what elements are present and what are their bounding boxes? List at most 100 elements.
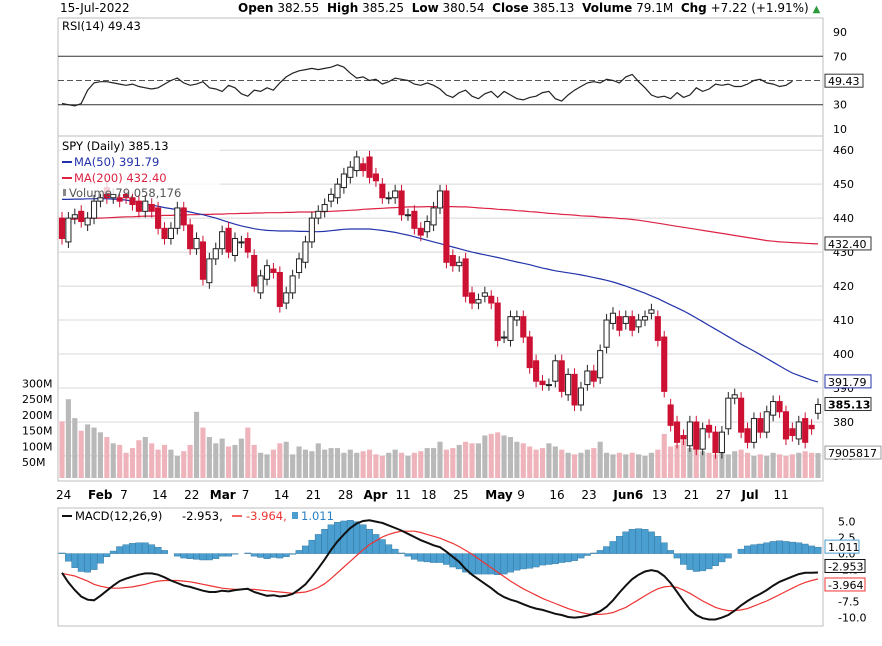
macd-hist-bar xyxy=(65,553,72,562)
candle-body xyxy=(520,316,527,338)
volume-bar xyxy=(443,449,449,478)
macd-hist-bar xyxy=(186,553,194,559)
volume-bar xyxy=(507,437,514,478)
volume-value-tag: 7905817 xyxy=(824,445,882,460)
volume-bar xyxy=(360,451,366,478)
volume-bar xyxy=(142,437,148,478)
signal-tag-text: -3.964 xyxy=(828,579,863,592)
date-tick-label: 11 xyxy=(774,488,789,502)
macd-hist-bar xyxy=(724,553,732,559)
candle-body xyxy=(712,431,719,454)
candle-body xyxy=(302,241,309,263)
macd-hist-bar xyxy=(750,544,758,554)
candle-body xyxy=(481,292,488,297)
volume-bar xyxy=(796,452,802,478)
macd-hist-bar xyxy=(487,553,495,575)
macd-hist-bar xyxy=(109,550,117,554)
volume-bar xyxy=(539,448,546,478)
rsi-tick-label: 30 xyxy=(833,99,847,112)
candle-body xyxy=(308,217,315,243)
macd-hist-bar xyxy=(366,529,373,554)
candle-body xyxy=(366,156,373,178)
volume-bar xyxy=(597,441,603,478)
volume-bar xyxy=(405,455,411,478)
macd-hist-bar xyxy=(667,550,675,554)
price-panel: 460450440430420410400390380370 300M250M2… xyxy=(22,135,882,502)
macd-hist-bar xyxy=(410,553,418,560)
candle-body xyxy=(129,197,136,206)
macd-hist-bar xyxy=(603,546,610,554)
volume-bar xyxy=(418,451,424,478)
macd-hist-bar xyxy=(417,553,425,562)
volume-bar xyxy=(386,452,392,478)
volume-bar xyxy=(450,448,456,478)
volume-bar xyxy=(738,449,744,478)
date-tick-label: 9 xyxy=(517,488,525,502)
candle-body xyxy=(398,190,405,216)
candle-body xyxy=(187,224,194,250)
candle-body xyxy=(488,295,495,304)
legend-symbol: SPY (Daily) 385.13 xyxy=(62,139,169,153)
high-label: High xyxy=(326,1,359,15)
date-tick-label: 11 xyxy=(396,488,411,502)
macd-hist-bar xyxy=(680,553,687,565)
volume-bar xyxy=(437,441,443,478)
candle-body xyxy=(802,418,809,443)
candle-body xyxy=(782,411,790,440)
price-tick-label: 410 xyxy=(833,314,854,327)
rsi-legend: RSI(14) 49.43 xyxy=(62,19,141,33)
macd-hist-bar xyxy=(58,552,66,554)
candle-body xyxy=(193,238,200,250)
volume-bar xyxy=(334,448,341,478)
volume-bar xyxy=(161,444,168,478)
volume-bar xyxy=(578,452,584,478)
candle-body xyxy=(565,373,572,396)
macd-hist-bar xyxy=(398,552,405,554)
candle-body xyxy=(90,200,98,219)
candle-body xyxy=(110,193,117,199)
rsi-tick-label: 70 xyxy=(833,50,847,63)
macd-hist-bar xyxy=(148,544,156,554)
candle-body xyxy=(776,401,783,413)
candle-body xyxy=(475,299,482,304)
volume-bar xyxy=(322,449,328,478)
hist-legend-value: 1.011 xyxy=(301,509,334,523)
candle-body xyxy=(661,336,668,392)
candle-body xyxy=(462,258,469,297)
candle-body xyxy=(411,210,418,229)
macd-hist-bar xyxy=(436,553,444,563)
macd-hist-bar xyxy=(180,553,188,559)
price-tick-label: 420 xyxy=(833,280,854,293)
candle-body xyxy=(321,204,328,212)
macd-hist-bar xyxy=(443,553,450,565)
candle-body xyxy=(558,360,565,392)
volume-bar xyxy=(206,437,212,478)
macd-hist-bar xyxy=(551,553,559,565)
macd-hist-bar xyxy=(321,529,329,554)
candle-body xyxy=(328,193,335,202)
volume-bar xyxy=(674,444,680,478)
macd-hist-bar xyxy=(154,547,162,554)
date-tick-label: 18 xyxy=(421,488,436,502)
volume-bar xyxy=(789,454,795,478)
macd-hist-bar xyxy=(507,553,514,573)
candle-body xyxy=(116,197,123,202)
macd-hist-bar xyxy=(122,544,130,554)
candle-body xyxy=(808,424,815,430)
ma50-value-tag: 391.79 xyxy=(824,374,872,389)
macd-hist-bar xyxy=(609,541,617,554)
volume-bar xyxy=(104,437,110,478)
macd-hist-bar xyxy=(558,553,566,563)
volume-bar xyxy=(296,446,302,478)
macd-hist-bar xyxy=(788,541,796,554)
candle-body xyxy=(667,404,674,426)
candle-body xyxy=(654,316,661,341)
volume-bar xyxy=(373,454,379,478)
macd-hist-bar xyxy=(257,553,265,558)
macd-hist-bar xyxy=(391,548,399,554)
volume-bar xyxy=(591,448,597,478)
candle-body xyxy=(597,350,604,379)
candle-body xyxy=(199,241,207,280)
macd-histogram xyxy=(58,520,822,575)
macd-tick-label: 5.0 xyxy=(838,516,856,529)
